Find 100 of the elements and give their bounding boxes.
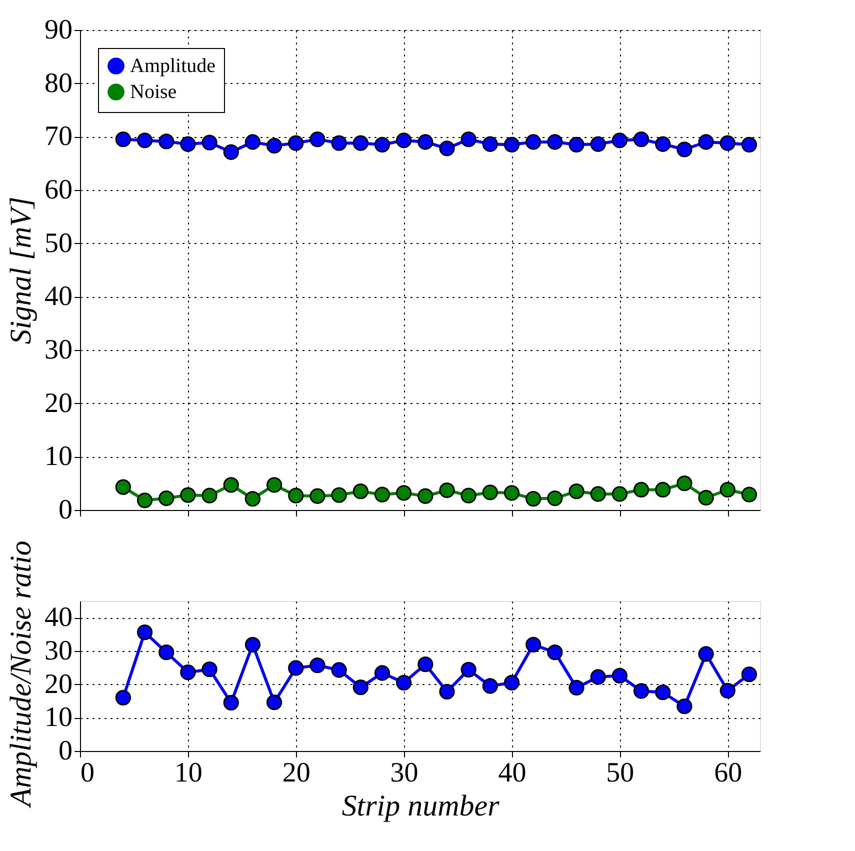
y-tick-label: 40 xyxy=(44,602,72,634)
point xyxy=(180,664,196,680)
point xyxy=(310,658,326,674)
y-tick-label: 20 xyxy=(44,388,72,419)
point xyxy=(374,486,390,502)
point xyxy=(698,134,714,150)
point xyxy=(288,135,304,151)
point xyxy=(180,487,196,503)
point xyxy=(439,482,455,498)
point xyxy=(568,484,584,500)
point xyxy=(266,694,282,710)
point xyxy=(331,662,347,678)
point xyxy=(288,660,304,676)
point xyxy=(741,486,758,502)
point xyxy=(633,683,650,699)
point xyxy=(676,698,692,714)
point xyxy=(655,136,671,152)
point xyxy=(741,136,758,152)
point xyxy=(136,624,153,640)
y-tick-label: 30 xyxy=(44,636,72,666)
point xyxy=(612,486,628,502)
point xyxy=(568,136,584,152)
y-tick-label: 10 xyxy=(44,441,72,472)
point xyxy=(244,134,261,150)
point xyxy=(439,684,455,700)
point xyxy=(136,492,153,508)
point xyxy=(568,680,584,696)
point xyxy=(460,132,476,148)
point xyxy=(526,636,542,652)
point xyxy=(439,140,455,156)
y-tick-label: 10 xyxy=(44,702,72,734)
point xyxy=(223,694,239,710)
point xyxy=(504,674,520,690)
y-tick-label: 0 xyxy=(58,494,72,526)
point xyxy=(115,479,131,495)
point xyxy=(158,490,174,506)
x-tick-label: 10 xyxy=(174,758,202,788)
point xyxy=(418,134,434,150)
point xyxy=(244,490,261,507)
point xyxy=(698,646,714,662)
point xyxy=(115,132,131,148)
point xyxy=(331,135,347,151)
point xyxy=(352,135,368,151)
point xyxy=(547,644,563,660)
x-tick-label: 50 xyxy=(606,758,634,788)
point xyxy=(460,662,476,678)
point xyxy=(612,668,628,684)
point xyxy=(655,482,671,498)
x-axis-title: Strip number xyxy=(342,790,500,822)
point xyxy=(482,136,498,152)
point xyxy=(676,476,692,492)
point xyxy=(633,132,650,148)
point xyxy=(202,134,218,150)
point xyxy=(202,662,218,678)
y-tick-label: 80 xyxy=(44,68,72,99)
point xyxy=(741,666,758,682)
point xyxy=(396,132,412,148)
point xyxy=(223,144,239,160)
point xyxy=(266,477,282,493)
point xyxy=(418,656,434,672)
point xyxy=(244,636,261,652)
y-axis-title: Signal [mV] xyxy=(4,196,38,344)
point xyxy=(396,674,412,690)
point xyxy=(396,485,412,501)
point xyxy=(352,484,368,500)
point xyxy=(482,678,498,694)
point xyxy=(676,142,692,158)
y-tick-label: 60 xyxy=(44,174,72,206)
x-tick-label: 30 xyxy=(390,758,418,788)
point xyxy=(202,488,218,504)
point xyxy=(136,132,153,148)
y-tick-label: 20 xyxy=(44,668,72,700)
point xyxy=(352,680,368,696)
point xyxy=(612,132,628,148)
point xyxy=(331,487,347,503)
point xyxy=(720,482,736,498)
point xyxy=(482,484,498,500)
point xyxy=(310,132,326,148)
point xyxy=(460,488,476,504)
point xyxy=(418,488,434,504)
point xyxy=(115,690,131,706)
point xyxy=(266,138,282,154)
legend-label: Amplitude xyxy=(130,55,216,77)
x-tick-label: 0 xyxy=(80,758,94,788)
x-tick-label: 60 xyxy=(714,758,742,788)
point xyxy=(526,490,542,507)
y-tick-label: 40 xyxy=(44,281,72,312)
point xyxy=(590,669,606,685)
x-tick-label: 40 xyxy=(498,758,526,788)
y-tick-label: 90 xyxy=(44,14,72,46)
point xyxy=(526,134,542,150)
point xyxy=(374,136,390,152)
point xyxy=(504,485,520,501)
point xyxy=(720,135,736,151)
y-tick-label: 30 xyxy=(44,334,72,366)
point xyxy=(223,477,239,493)
point xyxy=(590,136,606,152)
legend-label: Noise xyxy=(130,81,177,103)
point xyxy=(180,136,196,152)
point xyxy=(720,682,736,698)
